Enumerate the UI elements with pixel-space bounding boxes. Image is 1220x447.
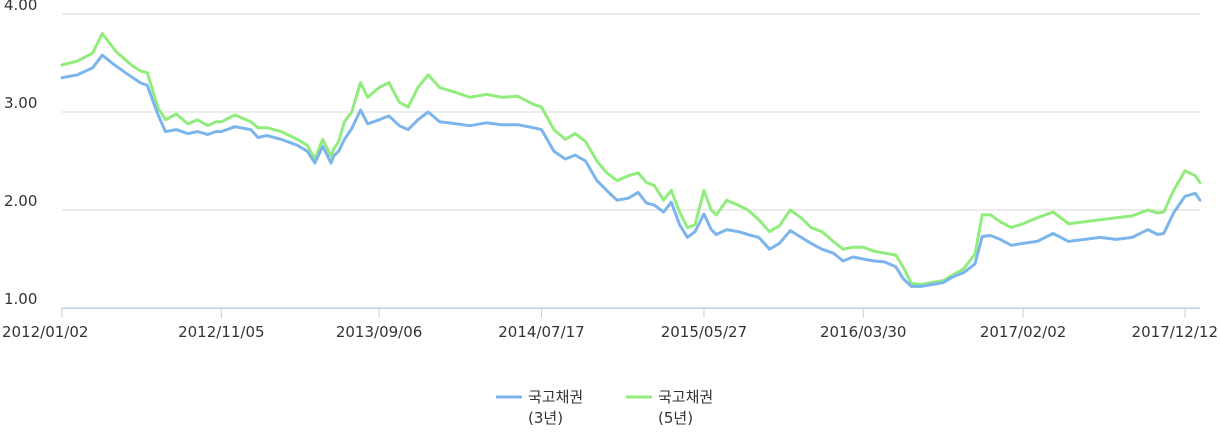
x-tick-label: 2017/02/02 xyxy=(980,323,1066,341)
x-tick-label: 2016/03/30 xyxy=(820,323,906,341)
legend-sublabel: (3년) xyxy=(528,409,563,427)
legend-label: 국고채권 xyxy=(658,388,713,406)
grid-lines xyxy=(62,13,1200,309)
series-lines xyxy=(60,32,1202,288)
x-axis: 2012/01/02 2012/11/05 2013/09/06 2014/07/17… xyxy=(2,308,1218,341)
y-tick-label: 1.00 xyxy=(4,290,37,308)
x-tick-label: 2014/07/17 xyxy=(498,323,584,341)
y-tick-label: 2.00 xyxy=(4,192,37,210)
x-tick-label: 2012/11/05 xyxy=(178,323,264,341)
y-tick-label: 4.00 xyxy=(4,0,37,14)
series-line-1 xyxy=(60,32,1202,286)
y-tick-label: 3.00 xyxy=(4,94,37,112)
x-tick-label: 2012/01/02 xyxy=(2,323,88,341)
x-tick-label: 2013/09/06 xyxy=(336,323,422,341)
legend-item-1[interactable]: 국고채권 (5년) xyxy=(626,388,713,427)
x-tick-label: 2015/05/27 xyxy=(661,323,747,341)
legend-label: 국고채권 xyxy=(528,388,583,406)
series-line-0 xyxy=(60,53,1202,288)
y-axis-ticks: 1.00 2.00 3.00 4.00 xyxy=(4,0,37,308)
legend-item-0[interactable]: 국고채권 (3년) xyxy=(496,388,583,427)
legend-sublabel: (5년) xyxy=(658,409,693,427)
x-tick-label: 2017/12/12 xyxy=(1132,323,1218,341)
legend[interactable]: 국고채권 (3년) 국고채권 (5년) xyxy=(496,388,713,427)
